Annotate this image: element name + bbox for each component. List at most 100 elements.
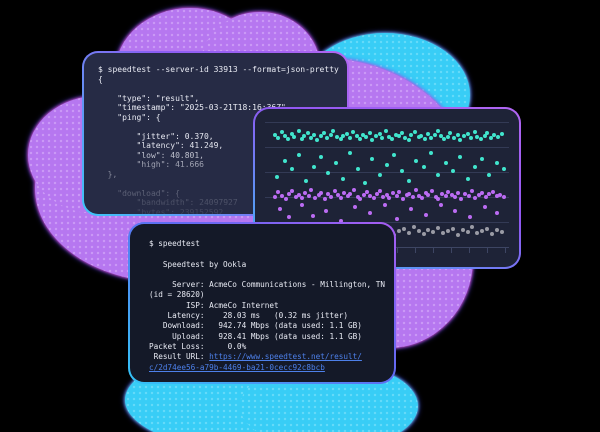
scatter-dot-purple-band-dense: [463, 192, 468, 196]
scatter-dot-purple-band-dense: [293, 195, 298, 199]
scatter-dot-teal-band-dense: [448, 131, 453, 135]
scatter-dot-purple-band-dense: [498, 193, 503, 197]
scatter-dot-purple-band-dense: [306, 194, 311, 198]
scatter-dot-gray-band-dense: [397, 229, 402, 233]
scatter-dot-teal-band-scatter: [406, 179, 411, 183]
scatter-dot-purple-band-dense: [453, 195, 458, 199]
scatter-dot-teal-band-dense: [325, 136, 330, 140]
scatter-dot-teal-band-dense: [436, 129, 441, 133]
scatter-dot-teal-band-dense: [348, 136, 353, 140]
scatter-dot-gray-band-dense: [406, 231, 411, 235]
scatter-dot-teal-band-dense: [458, 138, 463, 142]
scatter-dot-teal-band-dense: [393, 133, 398, 137]
scatter-dot-teal-band-dense: [499, 132, 504, 136]
scatter-dot-teal-band-dense: [367, 131, 372, 135]
scatter-dot-teal-band-dense: [461, 134, 466, 138]
scatter-dot-teal-band-scatter: [458, 155, 463, 159]
scatter-dot-gray-band-dense: [475, 231, 480, 235]
scatter-dot-teal-band-dense: [311, 133, 316, 137]
scatter-dot-purple-band-dense: [355, 195, 360, 199]
scatter-dot-purple-band-dense: [338, 196, 343, 200]
terminal-result-body: $ speedtest Speedtest by Ookla Server: A…: [130, 224, 394, 382]
scatter-dot-purple-band-dense: [336, 193, 341, 197]
scatter-dot-teal-band-dense: [364, 135, 369, 139]
scatter-dot-teal-band-dense: [305, 131, 310, 135]
scatter-dot-gray-band-dense: [455, 233, 460, 237]
scatter-dot-purple-band-scatter: [453, 209, 458, 213]
scatter-dot-teal-band-scatter: [421, 165, 426, 169]
scatter-dot-teal-band-dense: [416, 135, 421, 139]
scatter-dot-teal-band-dense: [389, 137, 394, 141]
scatter-dot-purple-band-dense: [367, 194, 372, 198]
scatter-dot-purple-band-scatter: [438, 203, 443, 207]
scatter-dot-teal-band-dense: [292, 135, 297, 139]
scatter-dot-teal-band-dense: [428, 136, 433, 140]
scatter-dot-teal-band-dense: [319, 134, 324, 138]
scatter-dot-gray-band-dense: [411, 225, 416, 229]
scatter-dot-teal-band-dense: [297, 129, 302, 133]
scatter-dot-teal-band-scatter: [494, 161, 499, 165]
scatter-dot-teal-band-dense: [286, 137, 291, 141]
scatter-dot-teal-band-dense: [452, 136, 457, 140]
scatter-dot-teal-band-scatter: [450, 169, 455, 173]
scatter-dot-gray-band-dense: [465, 230, 470, 234]
scatter-dot-purple-band-dense: [287, 192, 292, 196]
scatter-dot-purple-band-dense: [416, 194, 421, 198]
scatter-dot-purple-band-dense: [430, 189, 435, 193]
scatter-dot-teal-band-dense: [409, 133, 414, 137]
scatter-dot-purple-band-scatter: [424, 213, 429, 217]
scatter-dot-teal-band-scatter: [355, 167, 360, 171]
scatter-dot-teal-band-dense: [299, 137, 304, 141]
scatter-dot-purple-band-dense: [352, 188, 357, 192]
scatter-dot-teal-band-scatter: [377, 173, 382, 177]
result-url-link[interactable]: https://www.speedtest.net/result/: [209, 352, 362, 362]
scatter-dot-purple-band-scatter: [382, 203, 387, 207]
scatter-dot-purple-band-dense: [410, 195, 415, 199]
scatter-dot-teal-band-dense: [442, 137, 447, 141]
scatter-dot-teal-band-dense: [338, 137, 343, 141]
scatter-dot-purple-band-scatter: [482, 205, 487, 209]
gridline: [265, 122, 509, 123]
scatter-dot-purple-band-scatter: [367, 211, 372, 215]
scatter-dot-teal-band-dense: [341, 134, 346, 138]
scatter-dot-teal-band-dense: [399, 131, 404, 135]
scatter-dot-purple-band-dense: [391, 191, 396, 195]
terminal-result-output: $ speedtest Speedtest by Ookla Server: A…: [149, 239, 386, 372]
scatter-dot-gray-band-dense: [446, 229, 450, 233]
scatter-dot-gray-band-dense: [470, 225, 475, 229]
scatter-dot-purple-band-dense: [276, 190, 281, 194]
gridline: [265, 222, 509, 223]
scatter-dot-purple-band-dense: [303, 191, 308, 195]
scatter-dot-purple-band-dense: [446, 190, 450, 194]
scatter-dot-purple-band-dense: [439, 192, 444, 196]
scatter-dot-teal-band-dense: [485, 131, 490, 135]
scatter-dot-purple-band-scatter: [338, 219, 343, 223]
scatter-dot-teal-band-scatter: [326, 171, 331, 175]
scatter-dot-purple-band-dense: [272, 195, 277, 199]
scatter-dot-teal-band-scatter: [348, 151, 353, 155]
scatter-dot-gray-band-dense: [441, 231, 446, 235]
scatter-dot-teal-band-dense: [422, 137, 427, 141]
scatter-dot-purple-band-dense: [326, 192, 331, 196]
scatter-dot-teal-band-dense: [475, 135, 480, 139]
scatter-dot-teal-band-scatter: [472, 165, 477, 169]
scatter-dot-teal-band-scatter: [385, 163, 389, 167]
scatter-dot-purple-band-scatter: [467, 215, 472, 219]
scatter-dot-purple-band-dense: [436, 197, 441, 201]
result-url-link[interactable]: c/2d74ee56-a79b-4469-ba21-0cecc92c8bcb: [149, 362, 325, 372]
scatter-dot-purple-band-dense: [280, 194, 285, 198]
scatter-dot-teal-band-dense: [406, 138, 411, 142]
x-axis-tick: [505, 248, 506, 253]
scatter-dot-purple-band-dense: [283, 197, 288, 201]
scatter-dot-teal-band-dense: [403, 136, 408, 140]
scatter-dot-teal-band-dense: [432, 133, 437, 137]
terminal-result-window: $ speedtest Speedtest by Ookla Server: A…: [128, 222, 396, 384]
scatter-dot-teal-band-dense: [413, 130, 418, 134]
scatter-dot-purple-band-dense: [443, 194, 448, 198]
gridline: [265, 147, 509, 148]
scatter-dot-purple-band-dense: [397, 190, 402, 194]
scatter-dot-purple-band-dense: [385, 193, 389, 197]
scatter-dot-purple-band-dense: [365, 190, 370, 194]
scatter-dot-purple-band-dense: [404, 193, 409, 197]
scatter-dot-teal-band-scatter: [282, 159, 287, 163]
